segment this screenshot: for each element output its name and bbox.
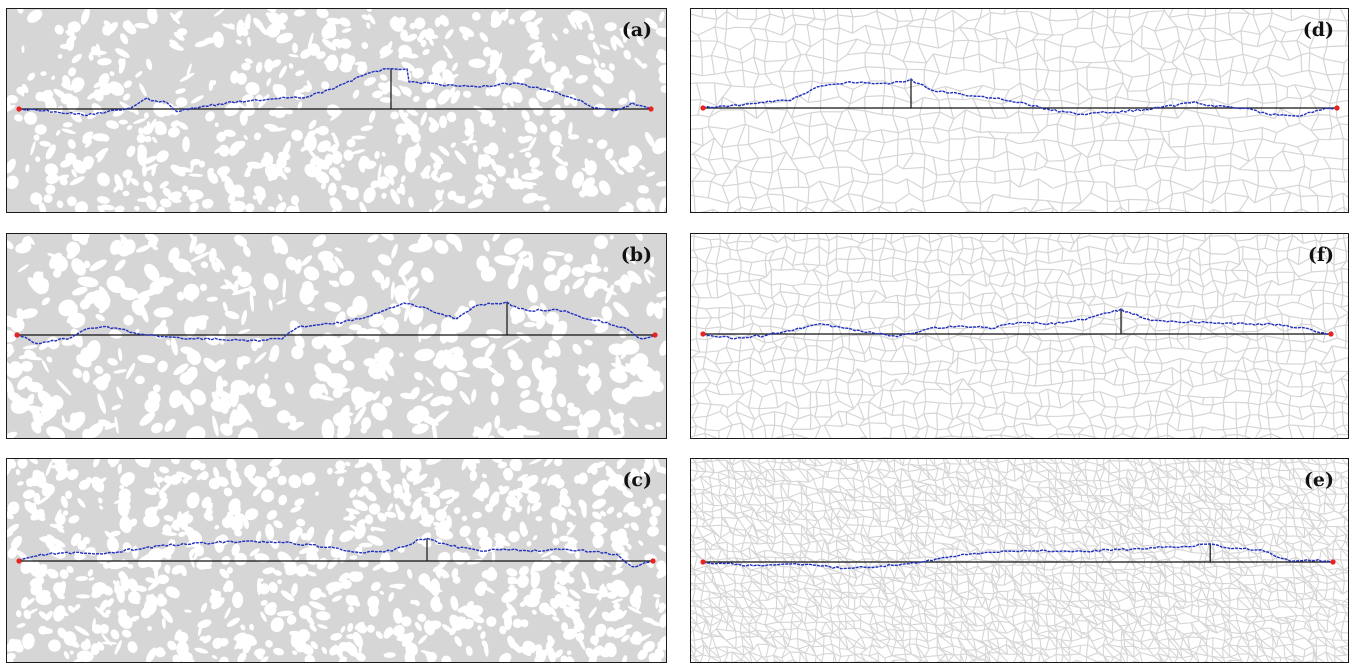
texture-background	[691, 9, 1348, 212]
texture-background	[691, 234, 1348, 438]
texture-a	[7, 9, 666, 212]
texture-cells	[691, 459, 1348, 662]
crack-path	[18, 67, 652, 117]
crack-path	[702, 78, 1338, 117]
crack-path	[702, 543, 1334, 570]
panel-f: (f)	[690, 233, 1349, 439]
panel-label-b: (b)	[620, 244, 652, 266]
texture-cells	[7, 234, 666, 438]
panel-c: (c)	[6, 458, 667, 663]
panel-e: (e)	[690, 458, 1349, 663]
texture-f	[691, 234, 1348, 438]
panel-b: (b)	[6, 233, 667, 439]
panel-label-f: (f)	[1307, 244, 1334, 266]
end-point	[1330, 559, 1336, 565]
texture-c	[7, 459, 666, 662]
start-point	[16, 558, 22, 564]
start-point	[16, 106, 22, 112]
crack-path	[16, 301, 656, 345]
start-point	[700, 559, 706, 565]
panel-d: (d)	[690, 8, 1349, 213]
crack-path	[702, 308, 1332, 340]
crack-path	[18, 537, 654, 568]
start-point	[14, 332, 20, 338]
end-point	[1334, 105, 1340, 111]
texture-e	[691, 459, 1348, 662]
end-point	[652, 332, 658, 338]
texture-d	[691, 9, 1348, 212]
texture-cells	[691, 234, 1348, 438]
texture-b	[7, 234, 666, 438]
end-point	[650, 558, 656, 564]
panel-label-d: (d)	[1302, 19, 1334, 41]
panel-label-c: (c)	[622, 469, 652, 491]
start-point	[700, 105, 706, 111]
start-point	[700, 331, 706, 337]
panel-label-e: (e)	[1303, 469, 1334, 491]
end-point	[1328, 331, 1334, 337]
panel-label-a: (a)	[621, 19, 652, 41]
end-point	[648, 106, 654, 112]
texture-cells	[691, 9, 1348, 212]
panel-a: (a)	[6, 8, 667, 213]
